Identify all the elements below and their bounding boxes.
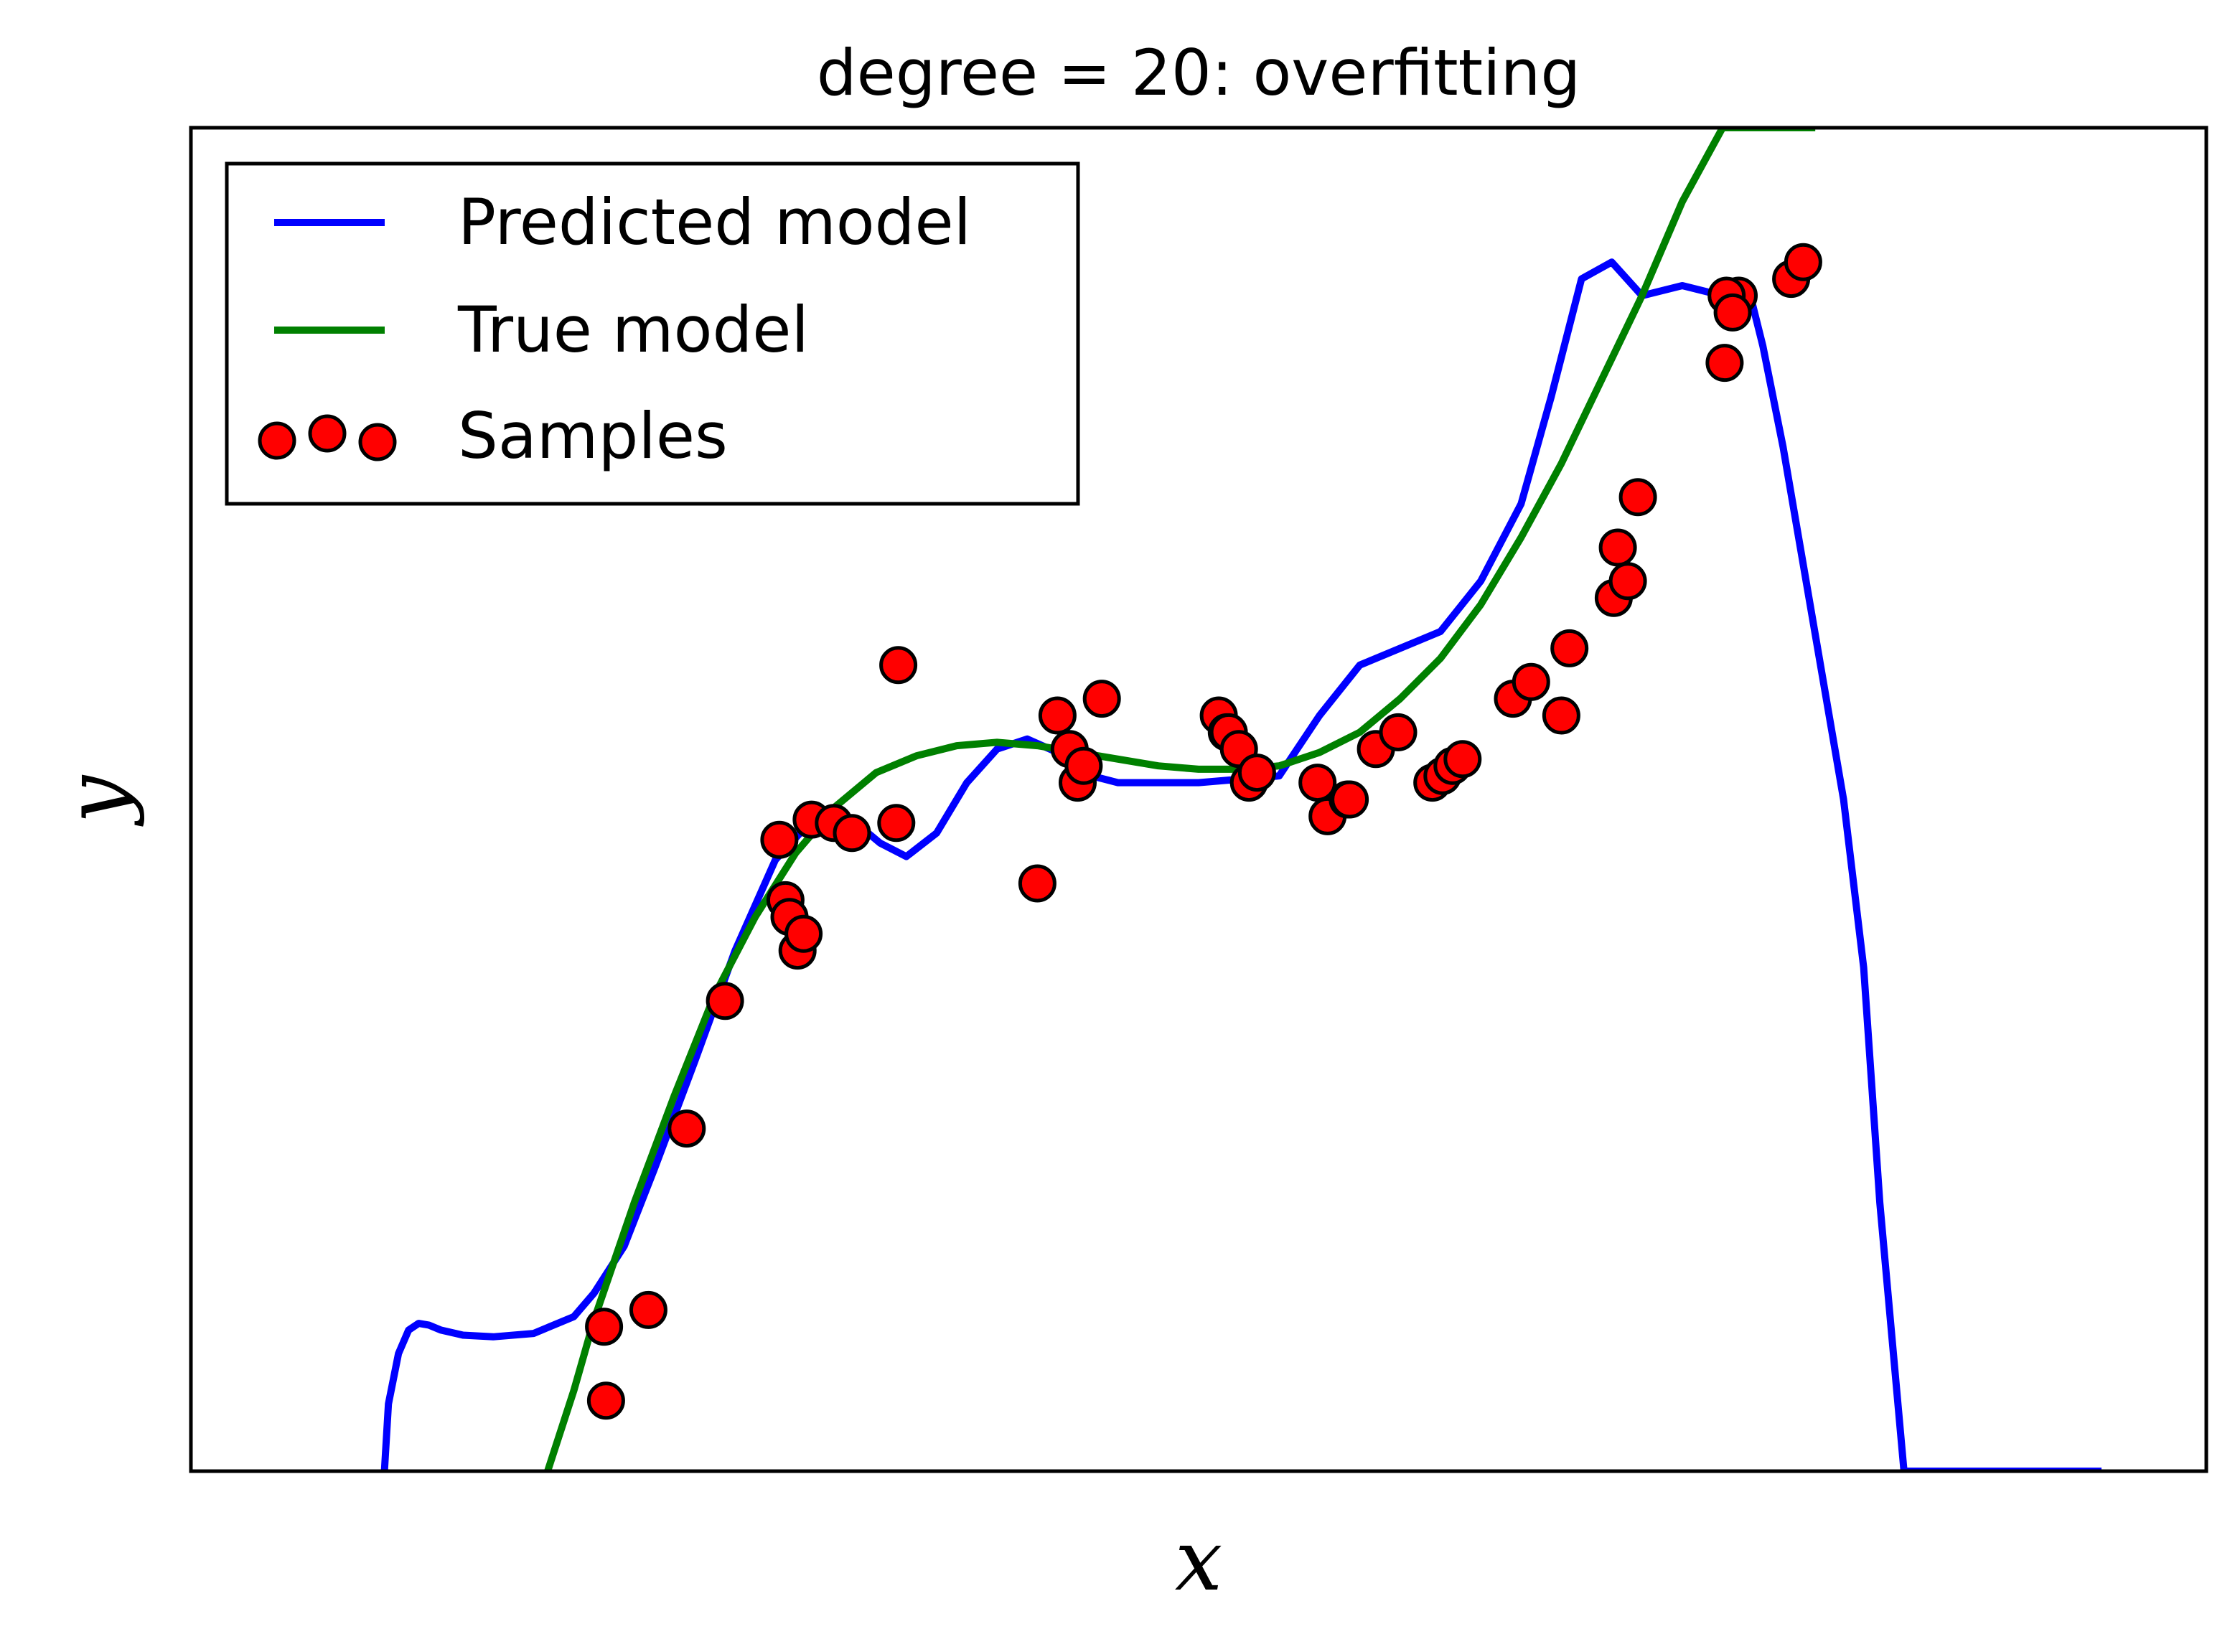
sample-point <box>1331 780 1369 819</box>
legend-sample-marker-1 <box>258 421 296 460</box>
y-axis-label: y <box>47 774 146 827</box>
chart-title: degree = 20: overfitting <box>817 36 1580 110</box>
sample-point <box>879 646 918 685</box>
sample-point <box>1237 754 1276 792</box>
sample-point <box>1082 680 1121 718</box>
sample-point <box>586 1381 625 1420</box>
sample-point <box>1018 864 1056 903</box>
data-layer <box>380 128 2102 1471</box>
sample-point <box>1784 243 1822 281</box>
legend-samples-label: Samples <box>458 399 728 473</box>
sample-point <box>1379 713 1418 751</box>
legend-sample-marker-2 <box>308 414 347 453</box>
sample-point <box>667 1109 706 1148</box>
sample-point <box>1443 740 1482 779</box>
sample-point <box>833 814 871 853</box>
sample-point <box>629 1290 667 1329</box>
sample-point <box>1038 696 1077 735</box>
legend-predicted-label: Predicted model <box>458 185 971 259</box>
legend: Predicted model True model Samples <box>225 161 1080 506</box>
sample-point <box>784 914 823 953</box>
sample-point <box>1550 629 1589 667</box>
sample-point <box>1713 293 1752 332</box>
sample-point <box>1608 562 1647 601</box>
sample-point <box>1512 662 1550 701</box>
x-axis-label: x <box>1175 1511 1223 1610</box>
sample-point <box>1542 696 1580 735</box>
sample-point <box>585 1308 624 1346</box>
sample-point <box>1298 764 1337 802</box>
sample-point <box>1598 528 1637 567</box>
sample-point <box>706 982 744 1020</box>
sample-point <box>1618 478 1657 517</box>
sample-point <box>1064 746 1103 785</box>
legend-sample-marker-3 <box>358 423 397 461</box>
plot-frame <box>189 126 2208 1473</box>
sample-point <box>760 820 799 859</box>
sample-point <box>877 804 916 843</box>
true-model-line <box>544 128 1816 1471</box>
sample-point <box>1705 344 1744 383</box>
legend-true-label: True model <box>457 293 809 367</box>
